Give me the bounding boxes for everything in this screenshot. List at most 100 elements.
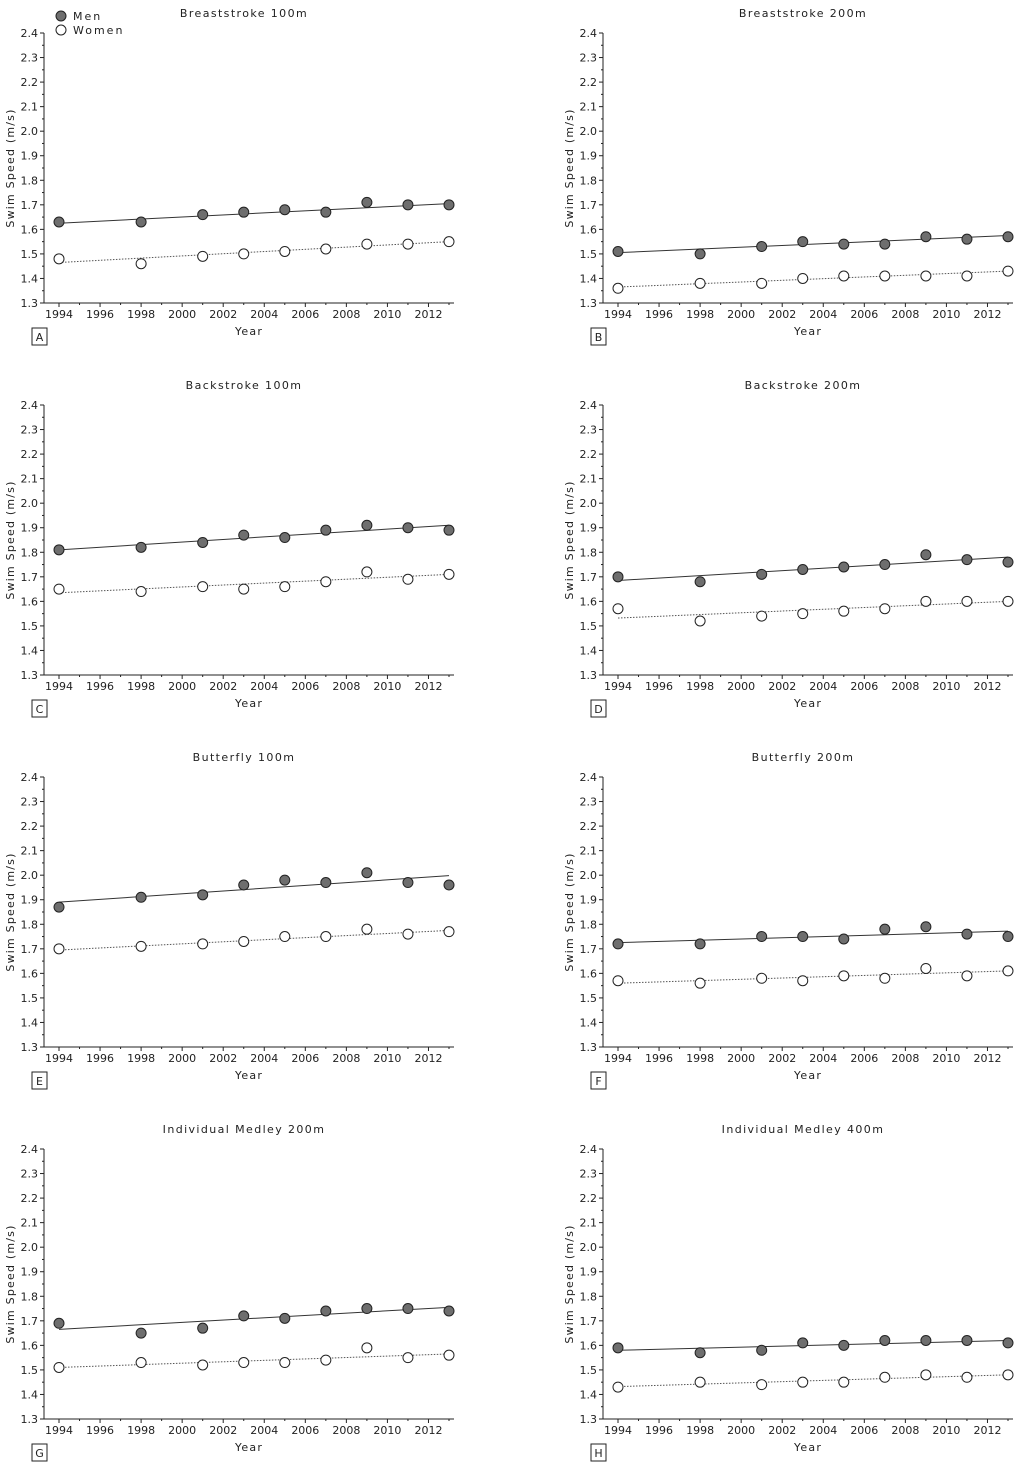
data-point-men — [135, 216, 147, 228]
y-tick-label: 1.5 — [21, 1364, 39, 1377]
legend-label-women: Women — [73, 24, 124, 37]
data-point-women — [920, 595, 932, 607]
x-tick-label: 2004 — [250, 1052, 278, 1065]
data-point-men — [879, 559, 891, 571]
y-tick-label: 1.6 — [580, 967, 598, 980]
x-tick-label: 1996 — [645, 308, 673, 321]
data-point-women — [756, 972, 768, 984]
data-point-women — [920, 270, 932, 282]
y-tick-label: 2.4 — [580, 27, 598, 40]
y-tick-label: 2.3 — [580, 796, 598, 809]
x-tick-label: 1996 — [645, 1424, 673, 1437]
y-tick-label: 2.0 — [21, 1241, 39, 1254]
y-tick-label: 1.9 — [580, 522, 598, 535]
data-point-women — [135, 258, 147, 270]
data-point-men — [443, 199, 455, 211]
data-point-women — [279, 581, 291, 593]
data-point-men — [279, 1312, 291, 1324]
y-tick-label: 1.7 — [580, 1315, 598, 1328]
y-tick-label: 2.0 — [580, 497, 598, 510]
x-axis-title: Year — [234, 325, 263, 338]
y-tick-label: 1.6 — [580, 595, 598, 608]
legend-marker-men — [55, 10, 67, 22]
panel-letter: A — [36, 331, 44, 344]
panel-letter: E — [36, 1075, 43, 1088]
x-tick-label: 2004 — [809, 1052, 837, 1065]
x-tick-label: 2010 — [373, 1052, 401, 1065]
trend-line-women — [617, 970, 1009, 984]
x-tick-label: 2000 — [168, 1424, 196, 1437]
trend-line-men — [58, 875, 450, 903]
x-tick-label: 2000 — [727, 1052, 755, 1065]
x-axis-title: Year — [793, 1441, 822, 1454]
y-tick-label: 1.4 — [21, 644, 39, 657]
x-tick-label: 2002 — [209, 1424, 237, 1437]
trend-line-women — [617, 1374, 1009, 1388]
legend-label-men: Men — [73, 10, 102, 23]
data-point-women — [279, 1357, 291, 1369]
data-point-women — [402, 238, 414, 250]
x-tick-label: 1994 — [45, 308, 73, 321]
x-tick-label: 1998 — [686, 1052, 714, 1065]
y-axis-title: Swim Speed (m/s) — [4, 108, 17, 227]
data-point-men — [694, 938, 706, 950]
data-point-men — [53, 216, 65, 228]
y-tick-label: 1.6 — [21, 595, 39, 608]
data-point-women — [612, 603, 624, 615]
data-point-men — [197, 209, 209, 221]
x-tick-label: 2010 — [373, 308, 401, 321]
data-point-men — [961, 928, 973, 940]
y-tick-label: 1.9 — [580, 1266, 598, 1279]
y-tick-label: 2.4 — [21, 27, 39, 40]
data-point-men — [197, 889, 209, 901]
data-point-men — [238, 1310, 250, 1322]
x-tick-label: 2004 — [250, 680, 278, 693]
panel-letter: D — [594, 703, 602, 716]
data-point-women — [135, 940, 147, 952]
trend-line-women — [617, 600, 1009, 619]
panel-letter: F — [595, 1075, 601, 1088]
y-tick-label: 2.3 — [21, 52, 39, 65]
data-point-women — [53, 943, 65, 955]
x-tick-label: 2002 — [209, 680, 237, 693]
x-tick-label: 2004 — [809, 1424, 837, 1437]
y-tick-label: 1.8 — [580, 1290, 598, 1303]
chart-title: Individual Medley 400m — [722, 1123, 885, 1136]
chart-title: Butterfly 100m — [193, 751, 296, 764]
x-tick-label: 2006 — [291, 1052, 319, 1065]
data-point-men — [838, 238, 850, 250]
x-tick-label: 1996 — [645, 680, 673, 693]
y-tick-label: 2.2 — [580, 76, 598, 89]
data-point-men — [53, 1317, 65, 1329]
x-tick-label: 1996 — [86, 680, 114, 693]
y-tick-label: 2.1 — [21, 101, 39, 114]
x-tick-label: 2002 — [209, 1052, 237, 1065]
data-point-women — [361, 923, 373, 935]
data-point-women — [320, 576, 332, 588]
y-tick-label: 1.7 — [21, 1315, 39, 1328]
data-point-men — [320, 206, 332, 218]
y-tick-label: 2.4 — [21, 1143, 39, 1156]
data-point-women — [797, 608, 809, 620]
x-tick-label: 2000 — [168, 1052, 196, 1065]
y-tick-label: 1.9 — [21, 894, 39, 907]
y-axis-title: Swim Speed (m/s) — [4, 480, 17, 599]
chart-panel-h: 1.3 1.4 1.5 1.6 1.7 1.8 1.9 2.0 2.1 2.2 2.3 2.4 1994… — [563, 1123, 1014, 1462]
data-point-men — [961, 554, 973, 566]
trend-line-women — [617, 270, 1009, 288]
data-point-women — [961, 970, 973, 982]
chart-title: Backstroke 100m — [186, 379, 303, 392]
trend-line-men — [617, 235, 1009, 254]
y-tick-label: 2.3 — [21, 424, 39, 437]
y-tick-label: 2.1 — [580, 1217, 598, 1230]
panel-letter-box — [590, 1443, 607, 1462]
y-tick-label: 2.0 — [580, 125, 598, 138]
y-tick-label: 2.2 — [21, 1192, 39, 1205]
y-tick-label: 1.4 — [21, 272, 39, 285]
data-point-men — [612, 245, 624, 257]
data-point-women — [279, 931, 291, 943]
x-tick-label: 2006 — [291, 1424, 319, 1437]
x-axis-title: Year — [234, 1069, 263, 1082]
x-tick-label: 2002 — [768, 1052, 796, 1065]
y-tick-label: 1.3 — [21, 1413, 39, 1426]
